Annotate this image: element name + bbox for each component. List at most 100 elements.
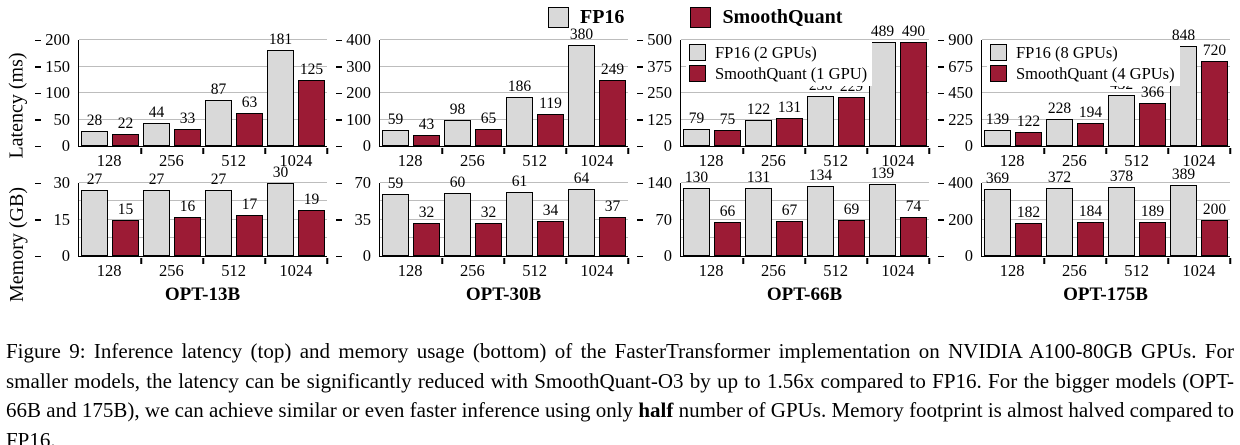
y-tick-mark bbox=[938, 39, 944, 41]
gridline bbox=[79, 236, 327, 238]
legend-label-smoothquant: SmoothQuant bbox=[722, 6, 843, 28]
chart-opt175b-latency: 0 225 450 675 900 139 122 228 194 432 366 848 720 FP1… bbox=[937, 27, 1238, 171]
bar-group: 59 32 bbox=[380, 175, 442, 256]
y-tick-mark bbox=[637, 66, 643, 68]
y-tick-mark bbox=[938, 92, 944, 94]
bar-value-label: 181 bbox=[268, 31, 293, 49]
x-tick-label: 1024 bbox=[279, 151, 313, 170]
bar-group: 27 16 bbox=[141, 171, 203, 256]
gridline bbox=[79, 118, 327, 120]
latency-row: Latency (ms) 0 50 100 150 200 28 22 44 33 87 63 181… bbox=[0, 23, 1240, 171]
bar-value-label: 28 bbox=[86, 112, 103, 130]
y-tick-mark bbox=[938, 119, 944, 121]
bar-smoothquant: 74 bbox=[900, 198, 927, 256]
chart-title: OPT-13B bbox=[164, 284, 241, 305]
inner-legend-label: SmoothQuant (4 GPUs) bbox=[1016, 64, 1175, 83]
plot-area: 7975122131236229489490FP16 (2 GPUs)Smoot… bbox=[680, 23, 930, 154]
bar-fp16: 139 bbox=[984, 111, 1011, 146]
x-tick-mark bbox=[326, 258, 328, 264]
x-tick-mark bbox=[441, 148, 443, 154]
inner-legend-item: FP16 (8 GPUs) bbox=[990, 42, 1175, 63]
x-tick-label: 128 bbox=[999, 261, 1025, 280]
y-axis: 0 125 250 375 500 bbox=[636, 31, 680, 155]
bar-fp16: 30 bbox=[267, 164, 294, 256]
bar-fp16: 59 bbox=[382, 111, 409, 146]
bar-group: 61 34 bbox=[504, 173, 566, 256]
bar-value-label: 372 bbox=[1047, 169, 1072, 187]
y-axis: 0 225 450 675 900 bbox=[937, 31, 981, 155]
bar-group: 59 43 bbox=[380, 40, 442, 146]
x-tick-mark bbox=[627, 148, 629, 154]
bar-value-label: 65 bbox=[480, 109, 497, 127]
bar-fp16: 380 bbox=[568, 26, 595, 146]
bar-group: 372 184 bbox=[1044, 169, 1106, 256]
y-tick-label: 35 bbox=[354, 209, 372, 229]
gridline bbox=[380, 182, 628, 183]
chart-opt66b-latency: 01252503755007975122131236229489490FP16 … bbox=[636, 23, 937, 171]
y-tick-mark bbox=[938, 145, 944, 147]
plot-wrap: 0 35 70 59 32 60 32 61 34 64 37 bbox=[335, 170, 629, 265]
y-tick-mark bbox=[637, 92, 643, 94]
bar-group: 389 200 bbox=[1168, 166, 1230, 256]
bar-fp16: 378 bbox=[1108, 168, 1135, 256]
gridline bbox=[79, 182, 327, 183]
bar-group: 98 65 bbox=[442, 40, 504, 146]
bar-value-label: 249 bbox=[600, 61, 625, 79]
y-tick-label: 70 bbox=[655, 209, 673, 229]
bar-smoothquant: 19 bbox=[298, 191, 325, 256]
legend-swatch-fp16 bbox=[548, 7, 569, 28]
x-axis-labels: 128 256 512 1024 bbox=[78, 147, 327, 171]
x-tick-mark bbox=[140, 148, 142, 154]
y-tick-label: 400 bbox=[346, 30, 371, 49]
bar-group: 27 15 bbox=[79, 171, 141, 256]
bar-value-label: 30 bbox=[272, 164, 289, 181]
gridline bbox=[681, 118, 929, 120]
bar-smoothquant: 119 bbox=[537, 95, 564, 146]
x-tick-mark bbox=[928, 258, 930, 264]
y-tick-mark bbox=[336, 39, 342, 41]
plot-wrap: 0 15 30 27 15 27 16 27 17 30 19 bbox=[34, 164, 328, 265]
bar-value-label: 98 bbox=[449, 101, 466, 119]
plot-wrap: 0 70 140 130 66 131 67 134 69 139 74 bbox=[636, 165, 930, 265]
y-tick-label: 15 bbox=[53, 209, 71, 229]
y-axis: 0 200 400 bbox=[937, 174, 981, 265]
chart-opt175b-memory: 0 200 400 369 182 372 184 378 189 389 200 128 256 512… bbox=[937, 166, 1238, 306]
bar-smoothquant: 131 bbox=[776, 99, 803, 146]
bar-group: 489 490 bbox=[867, 23, 929, 146]
bar-smoothquant: 32 bbox=[413, 204, 440, 256]
bar-value-label: 122 bbox=[746, 101, 771, 119]
bar-fp16: 87 bbox=[205, 81, 232, 146]
y-tick-label: 0 bbox=[61, 246, 70, 265]
bar-value-label: 59 bbox=[387, 111, 404, 129]
plot-wrap: 01252503755007975122131236229489490FP16 … bbox=[636, 23, 930, 155]
plot-area: 59 43 98 65 186 119 380 249 bbox=[379, 26, 629, 154]
chart-title: OPT-175B bbox=[1063, 284, 1148, 305]
bar-value-label: 43 bbox=[418, 115, 435, 133]
x-tick-mark bbox=[441, 258, 443, 264]
bar-smoothquant: 189 bbox=[1139, 203, 1166, 256]
bar-value-label: 67 bbox=[781, 202, 798, 220]
bar-group: 236229 bbox=[805, 40, 867, 146]
plot-area: 139 122 228 194 432 366 848 720 FP16 (8 GPUs) Smo… bbox=[981, 27, 1231, 154]
bar-smoothquant: 194 bbox=[1077, 104, 1104, 146]
bar-value-label: 366 bbox=[1140, 83, 1165, 101]
bar-group: 186 119 bbox=[504, 40, 566, 146]
bar-group: 64 37 bbox=[566, 170, 628, 256]
x-axis-labels: 128 256 512 1024 bbox=[680, 147, 929, 171]
bar-fp16: 139 bbox=[869, 165, 896, 256]
y-tick-mark bbox=[35, 255, 41, 257]
bar-value-label: 27 bbox=[210, 171, 227, 189]
y-tick-label: 150 bbox=[45, 56, 70, 76]
bar-value-label: 189 bbox=[1140, 202, 1165, 220]
y-tick-label: 375 bbox=[647, 56, 672, 76]
bar-value-label: 37 bbox=[604, 198, 621, 216]
x-tick-label: 512 bbox=[1124, 151, 1149, 170]
bar-value-label: 66 bbox=[719, 202, 736, 220]
x-axis-labels: 128 256 512 1024 bbox=[680, 257, 929, 281]
x-tick-label: 256 bbox=[159, 151, 184, 170]
bar-fp16: 389 bbox=[1170, 166, 1197, 256]
y-tick-mark bbox=[637, 219, 643, 221]
bar-fp16: 60 bbox=[444, 174, 471, 256]
bar-fp16: 61 bbox=[506, 173, 533, 256]
bar-group: 131 67 bbox=[743, 169, 805, 256]
